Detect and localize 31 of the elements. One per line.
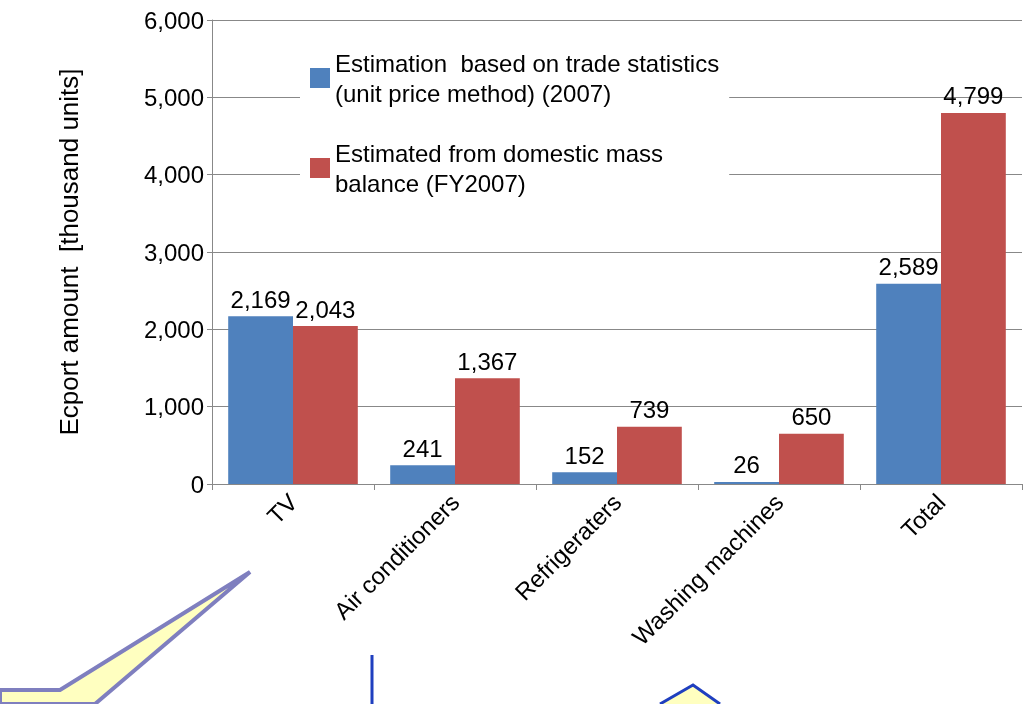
data-label: 2,043 [295,295,356,323]
y-tick-label: 4,000 [143,161,204,189]
y-tick-label: 5,000 [143,83,204,111]
bar [617,426,682,484]
bar [714,481,779,484]
bar [455,378,520,484]
bar [293,326,358,484]
data-label: 2,169 [230,285,291,313]
y-tick-label: 1,000 [143,393,204,421]
legend-label: Estimation based on trade statistics (unit price method) (2007) [335,49,720,107]
bar [941,112,1006,484]
y-axis-title: Ecport amount [thousand units] [54,68,84,436]
y-tick-label: 2,000 [143,315,204,343]
bar [552,472,617,484]
y-tick-label: 6,000 [143,6,204,34]
data-label: 26 [733,451,760,479]
data-label: 152 [564,441,605,469]
data-label: 4,799 [943,82,1004,110]
x-tick-label: TV [261,488,303,530]
data-label: 650 [791,403,832,431]
data-label: 1,367 [457,347,518,375]
bar [779,433,844,484]
bar [876,283,941,484]
y-tick-label: 3,000 [143,238,204,266]
legend-label: Estimated from domestic mass balance (FY2007) [335,139,664,197]
bar [390,465,455,484]
data-label: 2,589 [878,253,939,281]
y-tick-label: 0 [190,470,204,498]
data-label: 241 [402,434,443,462]
data-label: 739 [629,396,670,424]
bar [228,316,293,484]
